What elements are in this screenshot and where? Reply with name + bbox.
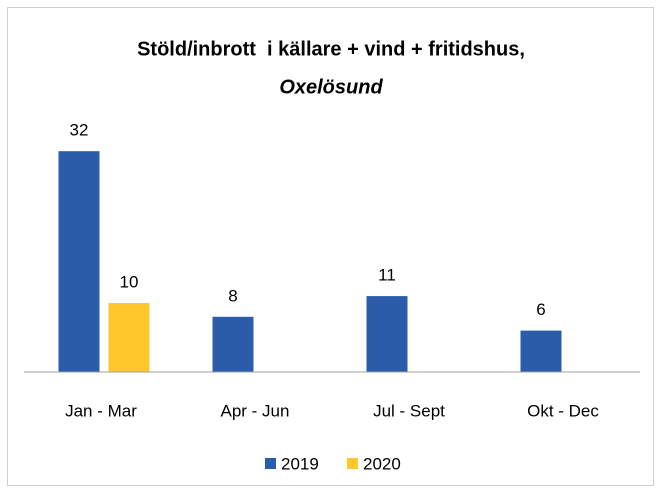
- chart-title: Stöld/inbrott i källare + vind + fritids…: [137, 38, 525, 60]
- value-label: 6: [536, 300, 545, 319]
- bar: [212, 316, 254, 372]
- bar: [366, 296, 408, 372]
- value-label: 10: [120, 272, 139, 291]
- x-tick-label: Jul - Sept: [373, 401, 445, 420]
- bar: [520, 330, 562, 372]
- bar: [108, 303, 150, 372]
- x-tick-label: Okt - Dec: [527, 401, 599, 420]
- value-label: 11: [378, 266, 396, 285]
- chart-subtitle: Oxelösund: [279, 76, 383, 98]
- legend-swatch: [265, 458, 276, 469]
- value-label: 32: [70, 121, 89, 140]
- legend-swatch: [347, 458, 358, 469]
- x-tick-label: Jan - Mar: [65, 401, 137, 420]
- x-tick-label: Apr - Jun: [221, 401, 290, 420]
- legend-label: 2020: [363, 454, 401, 473]
- bar: [58, 151, 100, 372]
- legend-label: 2019: [281, 454, 319, 473]
- value-label: 8: [228, 286, 237, 305]
- chart-border: [7, 7, 654, 486]
